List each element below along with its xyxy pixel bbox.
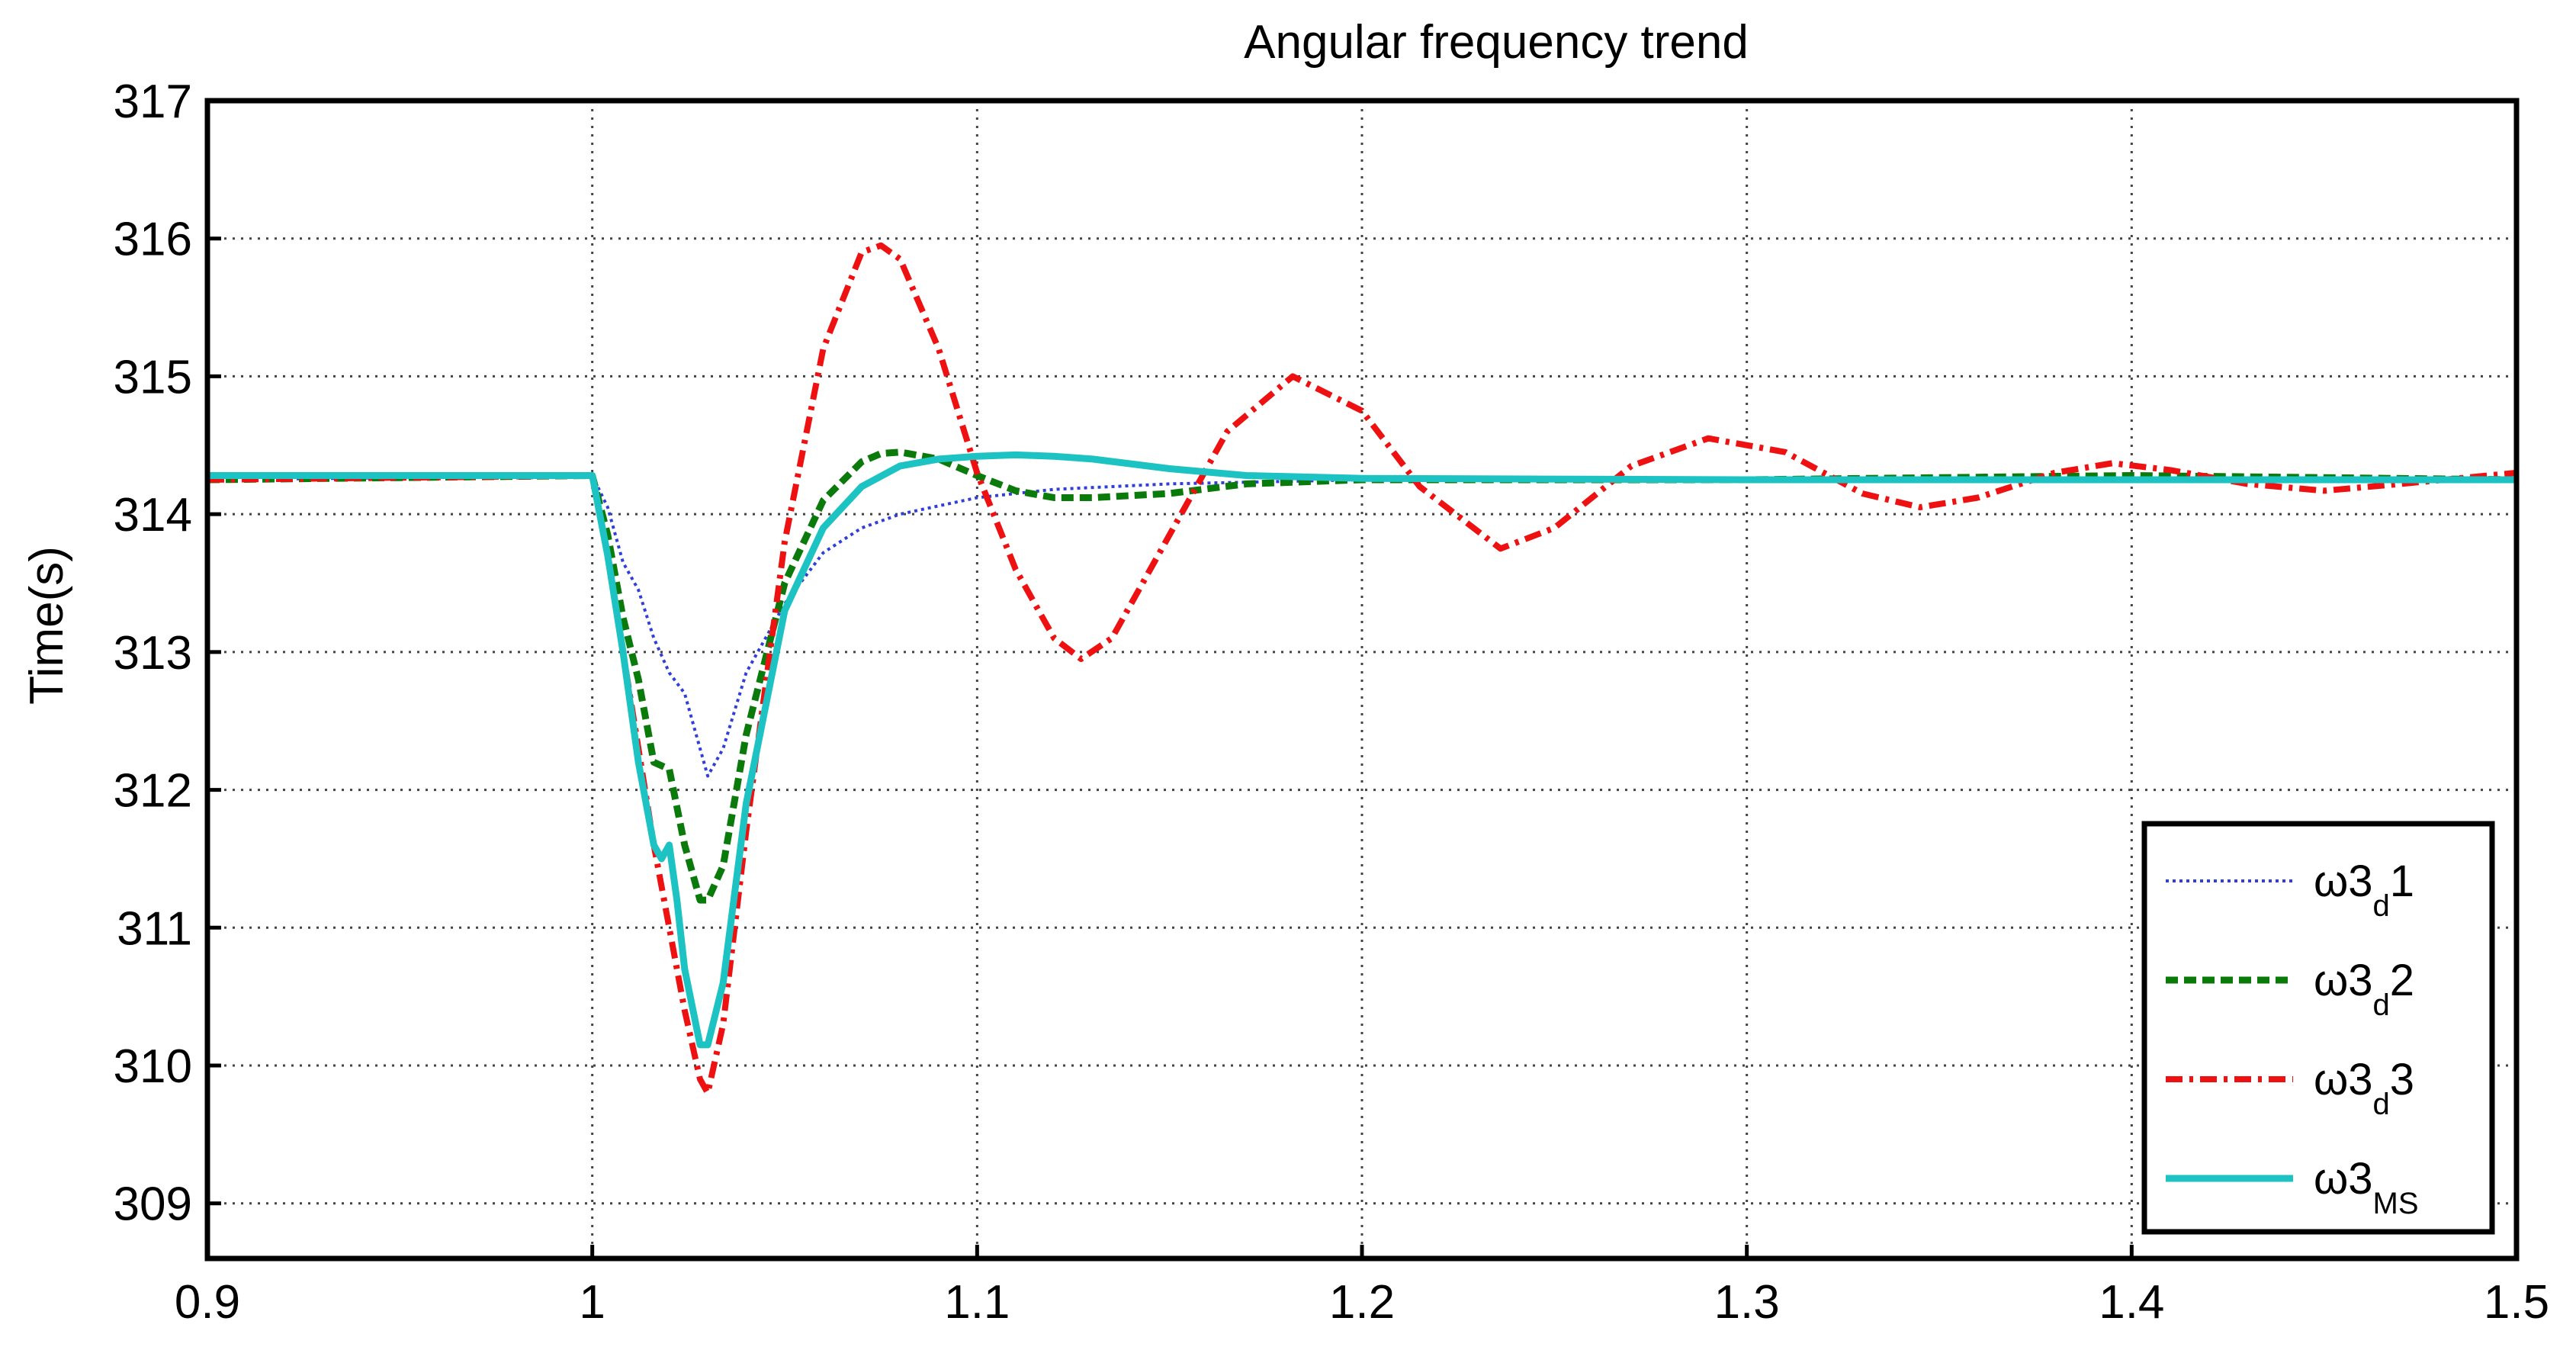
x-tick-label: 1.2 [1329, 1276, 1395, 1329]
y-axis-label: Time(s) [21, 546, 73, 705]
x-tick-label: 1.5 [2484, 1276, 2549, 1329]
series-lines [207, 242, 2517, 1097]
plot-frame [204, 98, 2520, 1262]
legend-label-main: ω3 [2314, 857, 2373, 906]
legend-label-main: ω3 [2314, 956, 2373, 1005]
legend-label-tail: 1 [2390, 857, 2414, 906]
y-tick-label: 313 [114, 627, 192, 680]
y-tick-label: 312 [114, 765, 192, 818]
legend-label-main: ω3 [2314, 1154, 2373, 1204]
legend-label-sub: d [2373, 1088, 2390, 1121]
y-tick-label: 310 [114, 1040, 192, 1093]
x-tick-label: 1 [579, 1276, 605, 1329]
chart-title: Angular frequency trend [1244, 16, 1749, 69]
legend-label-main: ω3 [2314, 1055, 2373, 1104]
x-tick-label: 0.9 [175, 1276, 240, 1329]
y-tick-label: 314 [114, 489, 192, 542]
legend-label-sub: d [2373, 889, 2390, 923]
series-line-3 [207, 242, 2517, 1097]
legend-label-tail: 2 [2390, 956, 2414, 1005]
y-tick-label: 311 [117, 902, 192, 955]
legend-label-2: ω3d2 [2314, 956, 2414, 1022]
legend-label-1: ω3d1 [2314, 857, 2414, 923]
y-tick-label: 309 [114, 1178, 192, 1231]
x-tick-label: 1.4 [2099, 1276, 2164, 1329]
y-tick-label: 316 [114, 214, 192, 266]
legend-label-tail: 3 [2390, 1055, 2414, 1104]
y-tick-label: 317 [114, 76, 192, 128]
legend-label-sub: d [2373, 988, 2390, 1022]
legend-label-sub: MS [2373, 1187, 2419, 1220]
y-tick-label: 315 [114, 351, 192, 403]
series-line-2 [207, 448, 2517, 904]
x-tick-label: 1.3 [1714, 1276, 1780, 1329]
grid [207, 101, 2517, 1258]
series-line-4 [207, 451, 2517, 1049]
axis-ticks: 0.9 1 1.1 1.2 1.3 1.4 1.5309310311312313314315… [114, 76, 2550, 1329]
x-tick-label: 1.1 [944, 1276, 1010, 1329]
legend-label-4: ω3MS [2314, 1154, 2419, 1220]
legend-box [2141, 821, 2495, 1235]
legend-label-3: ω3d3 [2314, 1055, 2414, 1121]
series-line-1 [207, 474, 2517, 778]
